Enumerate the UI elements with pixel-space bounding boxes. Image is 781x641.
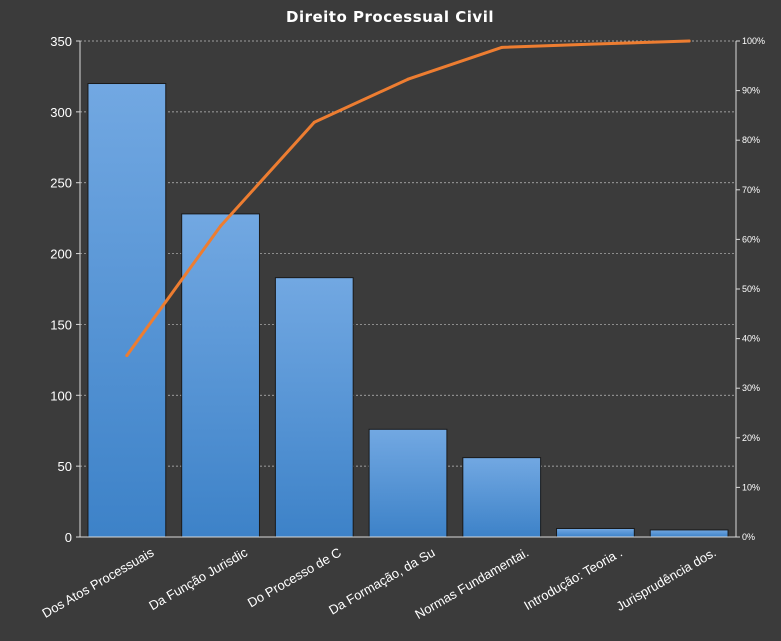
bar-6 [649,529,729,538]
y2-tick-label: 80% [742,135,760,145]
axes [76,40,740,538]
y2-tick-label: 0% [742,532,755,542]
chart-title: Direito Processual Civil [286,8,494,26]
cumulative-line [125,39,691,357]
bar-3 [368,428,448,538]
y-tick-label: 50 [58,459,72,474]
y-tick-label: 350 [50,34,72,49]
y-tick-label: 300 [50,105,72,120]
bar-2 [274,277,354,538]
y-tick-label: 200 [50,247,72,262]
y2-tick-label: 60% [742,234,760,244]
y2-tick-label: 50% [742,284,760,294]
bars [87,83,729,538]
gridlines [80,40,736,467]
y-tick-label: 0 [65,530,72,545]
line-point-2 [312,120,316,124]
line-point-6 [687,39,691,43]
y2-tick-label: 10% [742,482,760,492]
y-tick-label: 150 [50,317,72,332]
x-tick-label: Introdução: Teoria . [521,545,625,614]
y2-tick-label: 90% [742,86,760,96]
bar-5 [556,527,635,538]
x-tick-label: Do Processo de C [245,545,344,611]
line-point-1 [219,224,223,228]
y2-tick-label: 20% [742,433,760,443]
line-point-5 [593,42,597,46]
line-point-4 [500,45,504,49]
line-point-0 [125,353,129,357]
y2-tick-label: 100% [742,36,765,46]
bar-0 [87,83,167,538]
y2-tick-label: 30% [742,383,760,393]
x-tick-label: Dos Atos Processuais [39,544,156,620]
y-tick-label: 100 [50,388,72,403]
x-tick-label: Jurisprudência dos. [614,545,719,614]
y2-tick-label: 70% [742,185,760,195]
bar-1 [181,213,260,538]
y2-tick-label: 40% [742,334,760,344]
y-tick-label: 250 [50,176,72,191]
bar-4 [462,457,542,538]
x-tick-label: Da Função Jurisdic [146,544,250,613]
line-point-3 [406,77,410,81]
